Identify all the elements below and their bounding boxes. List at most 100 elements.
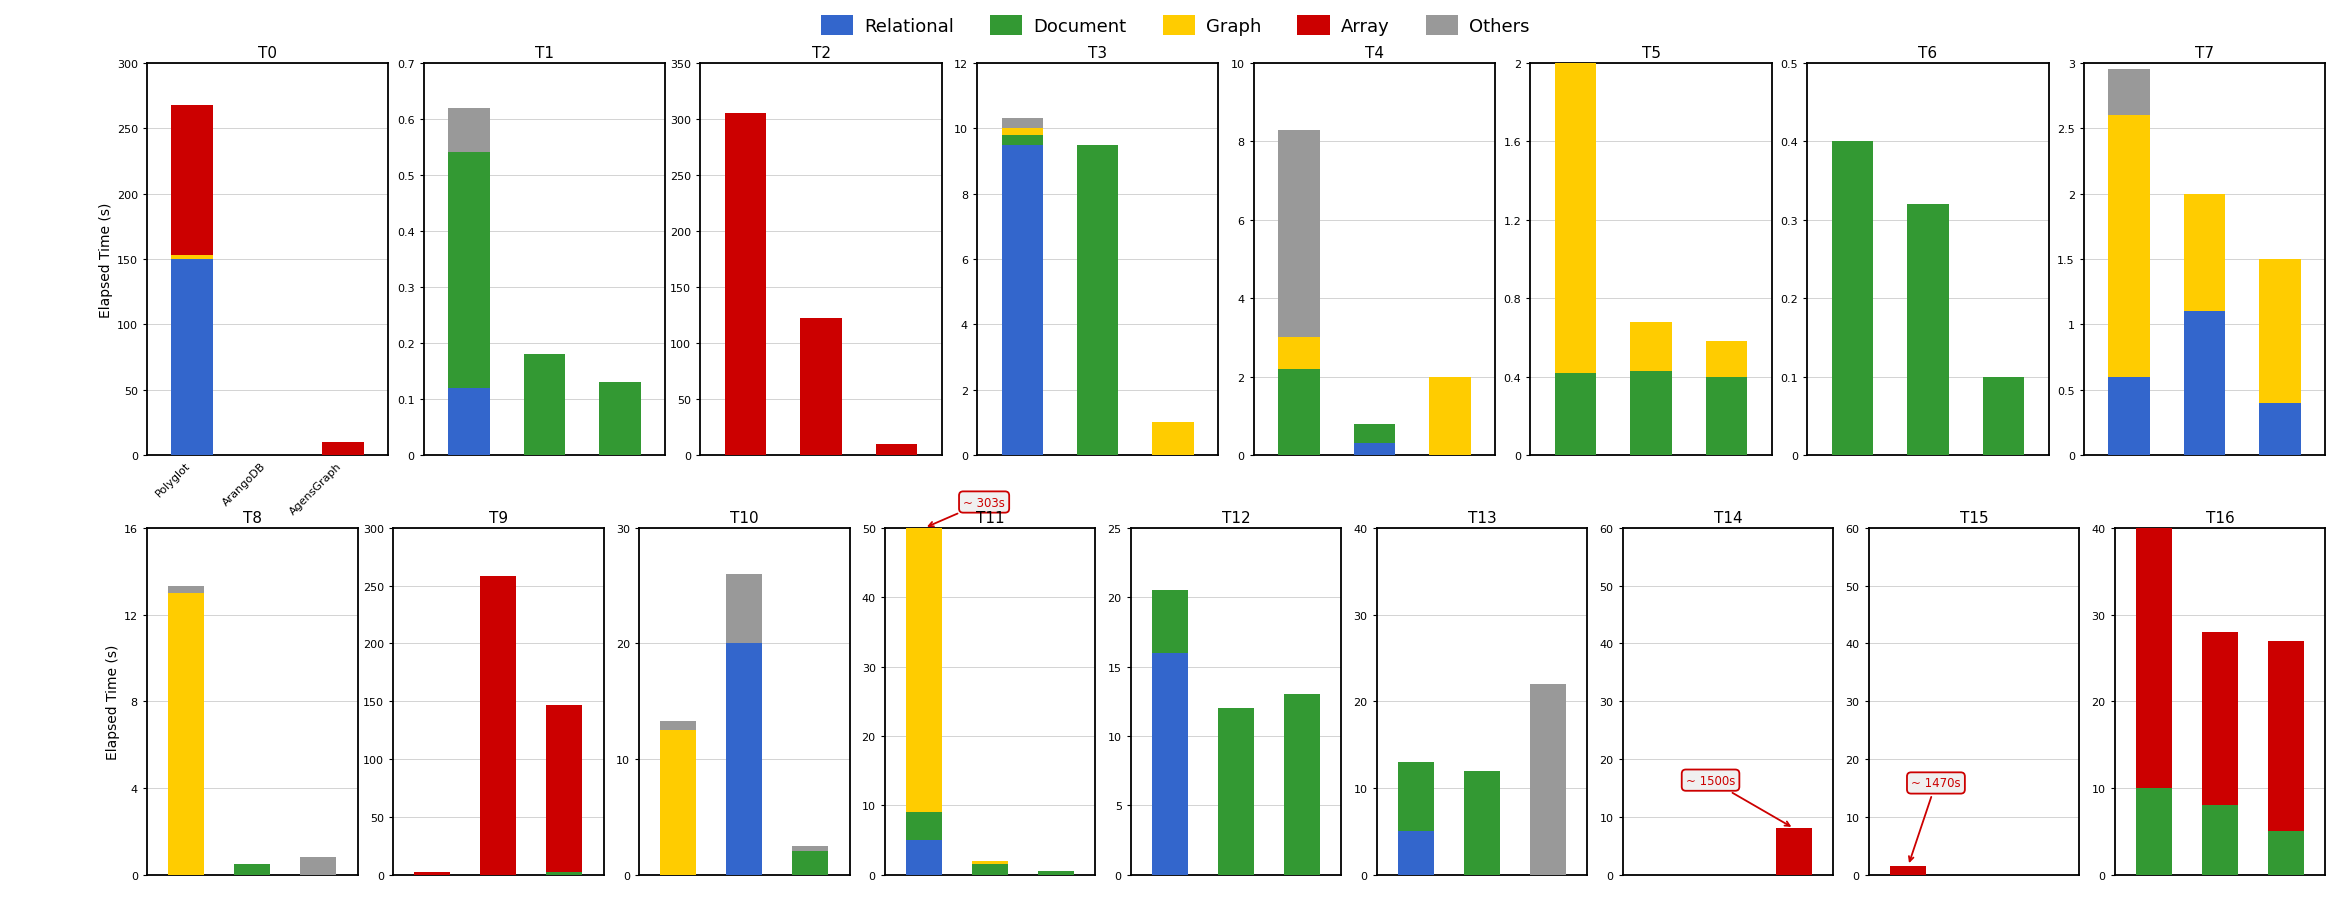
Bar: [2258, 404, 2301, 456]
Bar: [792, 845, 827, 852]
Title: T8: T8: [242, 511, 261, 526]
Bar: [1398, 831, 1434, 875]
Bar: [1001, 136, 1043, 146]
Bar: [907, 813, 942, 840]
Text: ~ 303s: ~ 303s: [928, 496, 1006, 527]
Bar: [2268, 831, 2303, 875]
Bar: [1556, 374, 1596, 456]
Bar: [973, 861, 1008, 865]
Bar: [322, 443, 364, 456]
Bar: [2202, 632, 2237, 805]
Title: T3: T3: [1088, 46, 1107, 61]
Bar: [599, 383, 642, 456]
Bar: [301, 857, 336, 875]
Title: T4: T4: [1365, 46, 1384, 61]
Bar: [1354, 425, 1396, 444]
Bar: [1889, 865, 1927, 875]
Title: T0: T0: [258, 46, 277, 61]
Bar: [172, 256, 214, 260]
Bar: [545, 705, 583, 872]
Bar: [1530, 684, 1565, 875]
Title: T15: T15: [1960, 511, 1988, 526]
Bar: [1278, 130, 1321, 338]
Bar: [1278, 369, 1321, 456]
Bar: [726, 644, 761, 875]
Bar: [1354, 444, 1396, 456]
Bar: [449, 153, 489, 388]
Bar: [169, 587, 204, 593]
Bar: [2108, 377, 2150, 456]
Bar: [1152, 423, 1194, 456]
Bar: [1908, 205, 1948, 456]
Bar: [2108, 116, 2150, 377]
Bar: [1283, 694, 1321, 875]
Bar: [1076, 146, 1119, 455]
Bar: [1152, 590, 1189, 653]
Title: T14: T14: [1713, 511, 1741, 526]
Bar: [2136, 788, 2171, 875]
Title: T1: T1: [536, 46, 555, 61]
Bar: [2258, 260, 2301, 404]
Bar: [1278, 338, 1321, 369]
Bar: [1001, 119, 1043, 129]
Bar: [2202, 805, 2237, 875]
Y-axis label: Elapsed Time (s): Elapsed Time (s): [99, 202, 113, 317]
Bar: [414, 872, 451, 875]
Title: T10: T10: [731, 511, 759, 526]
Bar: [792, 852, 827, 875]
Bar: [907, 840, 942, 875]
Title: T7: T7: [2195, 46, 2214, 61]
Legend: Relational, Document, Graph, Array, Others: Relational, Document, Graph, Array, Othe…: [813, 9, 1537, 44]
Text: ~ 1470s: ~ 1470s: [1908, 776, 1960, 862]
Bar: [449, 388, 489, 456]
Bar: [1556, 26, 1596, 44]
Bar: [1706, 377, 1748, 456]
Title: T9: T9: [489, 511, 508, 526]
Bar: [801, 319, 841, 456]
Bar: [660, 731, 696, 875]
Bar: [2268, 641, 2303, 831]
Title: T12: T12: [1222, 511, 1250, 526]
Bar: [973, 865, 1008, 875]
Bar: [1831, 142, 1873, 456]
Bar: [479, 577, 517, 875]
Bar: [1706, 342, 1748, 377]
Bar: [1001, 129, 1043, 136]
Y-axis label: Elapsed Time (s): Elapsed Time (s): [106, 644, 120, 759]
Bar: [660, 722, 696, 731]
Bar: [169, 593, 204, 875]
Bar: [1556, 44, 1596, 374]
Bar: [449, 108, 489, 153]
Bar: [1001, 146, 1043, 455]
Title: T16: T16: [2207, 511, 2235, 526]
Bar: [1152, 653, 1189, 875]
Bar: [1039, 871, 1074, 875]
Bar: [726, 575, 761, 644]
Bar: [2183, 312, 2225, 456]
Bar: [1398, 762, 1434, 831]
Bar: [172, 106, 214, 256]
Text: ~ 1500s: ~ 1500s: [1685, 773, 1791, 826]
Title: T6: T6: [1918, 46, 1936, 61]
Bar: [2136, 485, 2171, 528]
Bar: [172, 260, 214, 456]
Bar: [1464, 771, 1499, 875]
Bar: [1631, 322, 1671, 372]
Title: T5: T5: [1643, 46, 1661, 61]
Bar: [2183, 194, 2225, 312]
Title: T11: T11: [975, 511, 1003, 526]
Bar: [907, 480, 942, 813]
Bar: [235, 864, 270, 875]
Bar: [724, 114, 766, 456]
Bar: [1777, 828, 1812, 875]
Bar: [1631, 372, 1671, 456]
Bar: [2108, 70, 2150, 116]
Bar: [524, 354, 564, 456]
Bar: [1429, 377, 1471, 456]
Title: T13: T13: [1469, 511, 1497, 526]
Bar: [1217, 709, 1255, 875]
Title: T2: T2: [811, 46, 830, 61]
Bar: [877, 445, 916, 456]
Bar: [545, 872, 583, 875]
Bar: [1983, 377, 2023, 456]
